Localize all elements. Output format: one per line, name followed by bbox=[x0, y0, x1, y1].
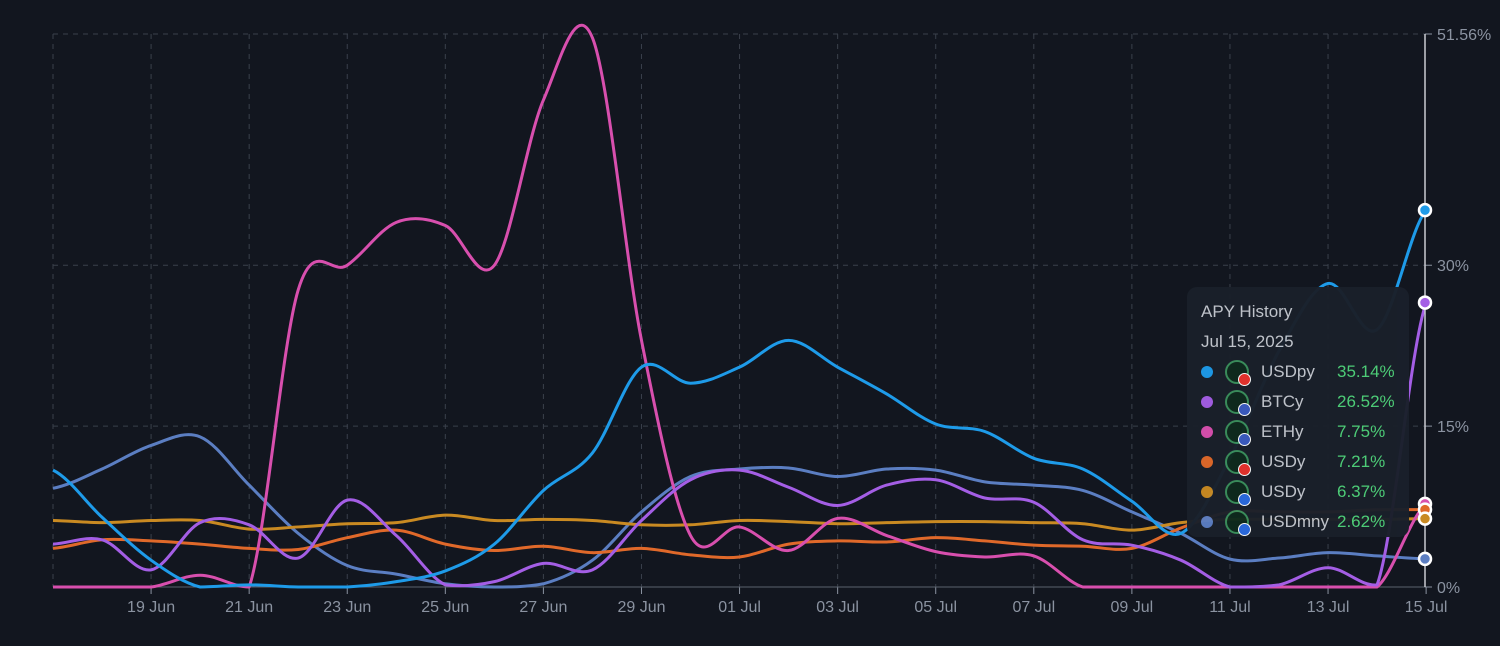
token-icon bbox=[1225, 420, 1251, 446]
hover-point-usdpy bbox=[1417, 202, 1433, 218]
x-tick-label: 15 Jul bbox=[1405, 599, 1448, 616]
tooltip-title: APY History bbox=[1201, 302, 1293, 321]
x-tick-label: 21 Jun bbox=[225, 599, 273, 616]
series-color-dot bbox=[1201, 366, 1213, 378]
x-tick-label: 03 Jul bbox=[816, 599, 859, 616]
series-color-dot bbox=[1201, 426, 1213, 438]
protocol-badge-icon bbox=[1238, 403, 1251, 416]
series-color-dot bbox=[1201, 486, 1213, 498]
hover-point-btcy bbox=[1417, 295, 1433, 310]
tooltip-series-value: 7.21% bbox=[1337, 452, 1386, 471]
tooltip-row: ETHy 7.75% bbox=[1201, 417, 1395, 447]
y-tick-label: 30% bbox=[1437, 258, 1469, 275]
x-tick-label: 09 Jul bbox=[1111, 599, 1154, 616]
tooltip-series-name: USDmny bbox=[1261, 512, 1330, 531]
tooltip-date: Jul 15, 2025 bbox=[1201, 332, 1294, 351]
hover-point-usdy bbox=[1417, 511, 1433, 526]
tooltip-series-name: ETHy bbox=[1261, 422, 1304, 441]
series-line-btcy-1 bbox=[52, 302, 1428, 589]
x-tick-label: 29 Jun bbox=[617, 599, 665, 616]
tooltip-series-value: 2.62% bbox=[1337, 512, 1386, 531]
tooltip-series-name: BTCy bbox=[1261, 392, 1304, 411]
tooltip-series-value: 35.14% bbox=[1337, 362, 1395, 381]
protocol-badge-icon bbox=[1238, 523, 1251, 536]
x-tick-label: 07 Jul bbox=[1012, 599, 1055, 616]
tooltip-series-name: USDy bbox=[1261, 482, 1306, 501]
protocol-badge-icon bbox=[1238, 433, 1251, 446]
tooltip-row: USDpy 35.14% bbox=[1201, 357, 1395, 387]
tooltip-row: USDy 6.37% bbox=[1201, 477, 1395, 507]
y-tick-label: 15% bbox=[1437, 419, 1469, 436]
x-tick-label: 23 Jun bbox=[323, 599, 371, 616]
x-tick-label: 11 Jul bbox=[1209, 599, 1251, 616]
x-tick-label: 27 Jun bbox=[519, 599, 567, 616]
token-icon bbox=[1225, 390, 1251, 416]
x-tick-label: 13 Jul bbox=[1307, 599, 1350, 616]
token-icon bbox=[1225, 480, 1251, 506]
tooltip-series-value: 6.37% bbox=[1337, 482, 1386, 501]
series-color-dot bbox=[1201, 516, 1213, 528]
tooltip: APY History Jul 15, 2025 USDpy 35.14% BT… bbox=[1187, 287, 1409, 537]
tooltip-series-name: USDy bbox=[1261, 452, 1306, 471]
tooltip-series-value: 26.52% bbox=[1337, 392, 1395, 411]
series-line-ethy-2 bbox=[53, 23, 1428, 589]
token-icon bbox=[1225, 360, 1251, 386]
x-tick-label: 25 Jun bbox=[421, 599, 469, 616]
token-icon bbox=[1225, 510, 1251, 536]
tooltip-row: USDy 7.21% bbox=[1201, 447, 1395, 477]
token-icon bbox=[1225, 450, 1251, 476]
y-tick-label: 51.56% bbox=[1437, 27, 1491, 44]
protocol-badge-icon bbox=[1238, 373, 1251, 386]
y-tick-label: 0% bbox=[1437, 580, 1460, 597]
x-tick-label: 01 Jul bbox=[718, 599, 761, 616]
protocol-badge-icon bbox=[1238, 463, 1251, 476]
tooltip-series-value: 7.75% bbox=[1337, 422, 1386, 441]
hover-point-usdmny bbox=[1417, 551, 1433, 567]
tooltip-row: BTCy 26.52% bbox=[1201, 387, 1395, 417]
tooltip-series-name: USDpy bbox=[1261, 362, 1315, 381]
series-color-dot bbox=[1201, 396, 1213, 408]
x-tick-label: 19 Jun bbox=[127, 599, 175, 616]
tooltip-row: USDmny 2.62% bbox=[1201, 507, 1395, 537]
protocol-badge-icon bbox=[1238, 493, 1251, 506]
series-color-dot bbox=[1201, 456, 1213, 468]
x-tick-label: 05 Jul bbox=[914, 599, 957, 616]
